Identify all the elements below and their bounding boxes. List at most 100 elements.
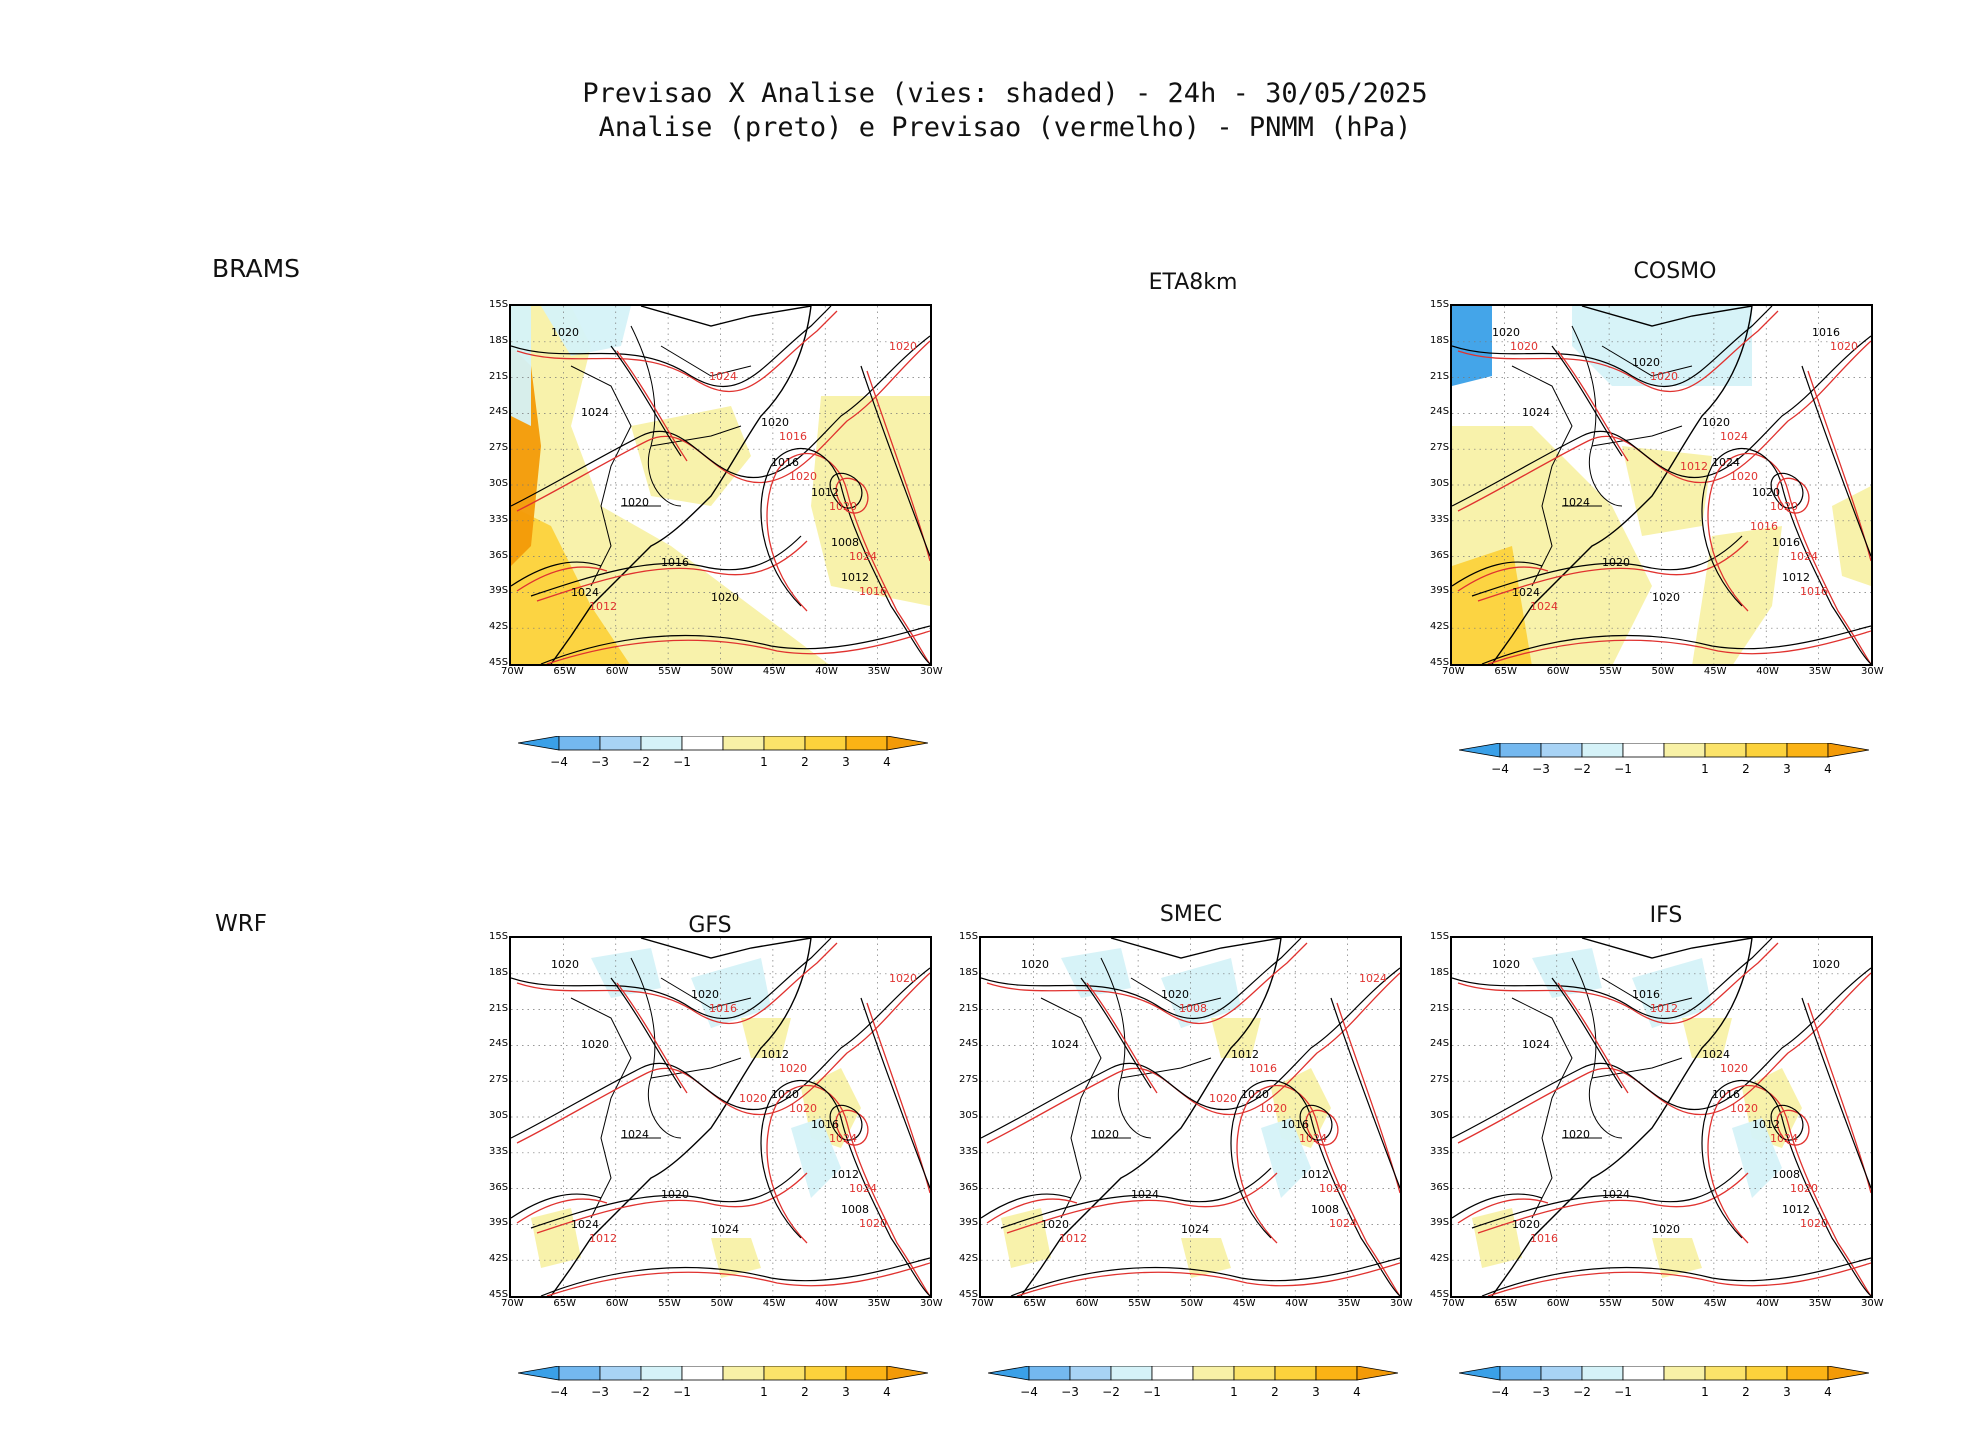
- analysis-isobar-label: 1020: [551, 326, 579, 339]
- panel-title-ifs: IFS: [1649, 903, 1683, 928]
- lat-tick-label: 18S: [489, 334, 509, 346]
- colorbar-swatch: [1827, 743, 1869, 758]
- forecast-isobar-label: 1020: [859, 1217, 887, 1230]
- forecast-isobar-label: 1020: [829, 500, 857, 513]
- analysis-isobar: [610, 345, 682, 457]
- forecast-isobar: [1086, 982, 1158, 1094]
- analysis-isobar-label: 1020: [1492, 326, 1520, 339]
- lat-tick-label: 30S: [489, 478, 509, 489]
- colorbar-swatch: [518, 1366, 560, 1381]
- analysis-isobar-label: 1024: [571, 1218, 599, 1231]
- analysis-isobar-label: 1020: [621, 496, 649, 509]
- analysis-isobar-label: 1012: [811, 486, 839, 499]
- colorbar-tick-label: 2: [1742, 1385, 1750, 1399]
- analysis-isobar: [1452, 938, 1773, 1020]
- forecast-isobar: [1457, 310, 1779, 393]
- lat-tick-label: 42S: [1430, 621, 1450, 633]
- lat-tick-label: 21S: [489, 1002, 509, 1014]
- analysis-isobar-label: 1020: [771, 1088, 799, 1101]
- analysis-isobar: [1471, 1167, 1743, 1229]
- forecast-isobar: [1457, 942, 1779, 1025]
- analysis-isobar-label: 1024: [711, 1223, 739, 1236]
- analysis-isobar-label: 1024: [1562, 496, 1590, 509]
- analysis-isobar-label: 1016: [771, 456, 799, 469]
- lon-tick-label: 70W: [1442, 666, 1465, 677]
- lon-tick-label: 30W: [920, 1298, 943, 1309]
- coastline: [1491, 938, 1753, 1296]
- forecast-isobar: [616, 350, 688, 462]
- bias-shading-area: [1181, 1238, 1231, 1278]
- lon-tick-label: 50W: [1651, 666, 1675, 677]
- analysis-isobar: [511, 1193, 602, 1219]
- colorbar-tick-label: −2: [1573, 1385, 1591, 1399]
- analysis-isobar-label: 1024: [571, 586, 599, 599]
- country-border: [660, 977, 752, 1009]
- colorbar-tick-label: 3: [1312, 1385, 1320, 1399]
- forecast-isobar-label: 1016: [1530, 1232, 1558, 1245]
- colorbar-swatch: [1356, 1366, 1398, 1381]
- country-border: [570, 365, 632, 587]
- lat-tick-label: 21S: [1430, 370, 1450, 382]
- analysis-isobar-label: 1008: [1772, 1168, 1800, 1181]
- analysis-isobar-label: 1020: [691, 988, 719, 1001]
- forecast-isobar: [1457, 340, 1871, 512]
- colorbar-swatch: [988, 1366, 1030, 1381]
- row-label-brams: BRAMS: [212, 254, 301, 283]
- lat-tick-label: 15S: [1430, 931, 1450, 942]
- forecast-isobar-label: 1020: [1319, 1182, 1347, 1195]
- lat-tick-label: 39S: [1430, 585, 1450, 597]
- forecast-isobar-label: 1024: [1329, 1217, 1357, 1230]
- lon-tick-label: 45W: [1232, 1298, 1256, 1309]
- lat-tick-label: 27S: [489, 1074, 509, 1086]
- colorbar-tick-label: −1: [673, 755, 691, 769]
- lon-tick-label: 40W: [815, 1298, 838, 1309]
- lat-tick-label: 33S: [1430, 513, 1450, 525]
- colorbar-swatch: [804, 1366, 847, 1381]
- analysis-isobar: [610, 977, 682, 1089]
- lon-tick-label: 65W: [1023, 1298, 1046, 1309]
- forecast-isobar-label: 1020: [889, 340, 917, 353]
- lon-tick-label: 30W: [920, 666, 943, 677]
- forecast-isobar: [1707, 453, 1871, 664]
- coastline: [1491, 306, 1753, 664]
- bias-shading-area: [791, 1118, 841, 1198]
- analysis-isobar: [1770, 472, 1804, 509]
- lon-tick-label: 45W: [1703, 666, 1727, 677]
- colorbar-tick-label: 2: [801, 1385, 809, 1399]
- forecast-isobar: [986, 942, 1308, 1025]
- lat-tick-label: 15S: [489, 931, 509, 942]
- analysis-isobar: [981, 1193, 1072, 1219]
- forecast-isobar-label: 1020: [1510, 340, 1538, 353]
- analysis-isobar: [1471, 535, 1743, 597]
- bias-shading-area: [1732, 1118, 1782, 1198]
- analysis-isobar: [1481, 625, 1871, 664]
- lat-tick-label: 15S: [489, 299, 509, 310]
- analysis-isobar-label: 1020: [1652, 591, 1680, 604]
- lat-tick-label: 24S: [1430, 406, 1450, 418]
- forecast-isobar-label: 1024: [1359, 972, 1387, 985]
- colorbar-tick-label: 4: [1824, 762, 1832, 776]
- forecast-isobar-label: 1024: [849, 1182, 877, 1195]
- forecast-isobar-label: 1012: [1680, 460, 1708, 473]
- forecast-isobar: [516, 972, 930, 1144]
- colorbar-tick-label: 4: [1824, 1385, 1832, 1399]
- lon-tick-label: 65W: [553, 1298, 576, 1309]
- analysis-isobar: [1330, 997, 1400, 1189]
- colorbar-swatch: [1028, 1366, 1071, 1381]
- analysis-isobar-label: 1016: [1281, 1118, 1309, 1131]
- lon-tick-label: 30W: [1390, 1298, 1413, 1309]
- forecast-isobar: [1477, 1172, 1749, 1234]
- bias-shading-area: [1452, 546, 1532, 664]
- colorbar-swatch: [886, 736, 928, 751]
- analysis-isobar-label: 1008: [841, 1203, 869, 1216]
- map-field: 1020102410201016102010161012100810121020…: [511, 306, 930, 664]
- lat-tick-label: 36S: [959, 1181, 979, 1193]
- lat-tick-label: 30S: [959, 1110, 979, 1121]
- analysis-isobar-label: 1012: [1752, 1118, 1780, 1131]
- analysis-isobar: [1452, 561, 1543, 587]
- map-gfs: 1020 1020 1024 1020 1024 1020 1016 1012 1008 1012…: [489, 931, 943, 1309]
- country-border: [650, 1057, 742, 1079]
- colorbar-swatch: [1315, 1366, 1358, 1381]
- lat-tick-label: 33S: [489, 513, 509, 525]
- colorbar-swatch: [1499, 743, 1542, 758]
